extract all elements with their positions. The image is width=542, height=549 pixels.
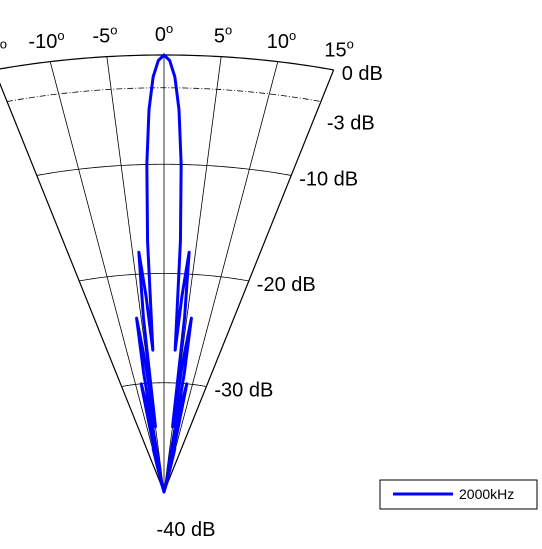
legend-label: 2000kHz xyxy=(459,486,514,502)
angle-tick-label: 10o xyxy=(267,28,296,53)
series-line xyxy=(135,53,193,494)
legend: 2000kHz xyxy=(379,479,538,510)
radial-tick-label: -30 dB xyxy=(214,380,273,402)
reference-arc xyxy=(7,87,321,102)
reference-label: -3 dB xyxy=(327,113,375,135)
data-series xyxy=(135,53,193,494)
angle-tick-label: 5o xyxy=(214,23,232,48)
grid-arc xyxy=(36,163,292,176)
angle-tick-label: 15o xyxy=(324,36,353,61)
radial-tick-label: -10 dB xyxy=(299,168,358,190)
grid-arc xyxy=(79,273,249,282)
angle-tick-label: -5o xyxy=(92,23,117,48)
radial-tick-label: -20 dB xyxy=(257,274,316,296)
angle-tick-label: -10o xyxy=(28,28,64,53)
grid-arc xyxy=(121,382,207,387)
angle-tick-label: 0o xyxy=(155,21,173,46)
radial-tick-label: 0 dB xyxy=(342,63,383,85)
angle-tick-label: -15o xyxy=(0,36,7,61)
radial-tick-label: -40 dB xyxy=(157,519,216,541)
